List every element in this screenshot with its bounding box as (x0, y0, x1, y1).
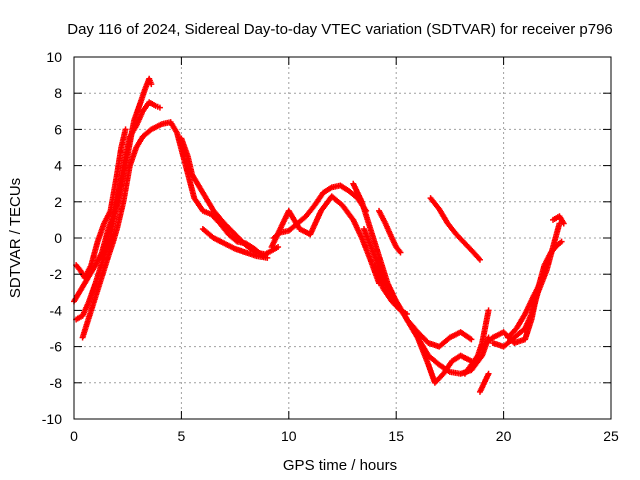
y-tick-label: -4 (50, 302, 63, 318)
y-tick-label: -2 (50, 266, 63, 282)
x-axis-label: GPS time / hours (283, 457, 397, 474)
data-point (485, 307, 492, 314)
y-tick-label: 4 (54, 158, 62, 174)
axis-ticks (73, 56, 612, 420)
y-tick-label: 6 (54, 121, 62, 137)
data-point (468, 336, 475, 343)
series-track-r (489, 220, 563, 350)
series-track-p (476, 370, 492, 395)
grid-lines (74, 57, 611, 419)
data-point-fill (475, 255, 482, 262)
series-track-m (403, 316, 492, 377)
data-point (560, 220, 567, 227)
data-point (275, 244, 282, 251)
y-tick-label: -6 (50, 339, 63, 355)
data-point (148, 81, 155, 88)
data-points (71, 75, 567, 395)
tick-labels: 0 5 10 15 20 25 -10 -8 -6 -4 -2 0 2 4 6 8 10 (42, 49, 619, 444)
series-track-c (73, 99, 163, 323)
y-tick-label: 0 (54, 230, 62, 246)
series-track-e (178, 135, 282, 258)
x-tick-label: 25 (603, 428, 619, 444)
series-track-n (427, 195, 483, 263)
data-point (476, 256, 483, 263)
y-tick-label: 10 (46, 49, 62, 65)
x-tick-label: 20 (496, 428, 512, 444)
y-tick-label: -8 (50, 375, 63, 391)
x-tick-label: 10 (281, 428, 297, 444)
series-track-s (504, 280, 544, 341)
data-point (403, 311, 410, 318)
y-axis-label: SDTVAR / TECUs (7, 178, 24, 298)
data-point (156, 104, 163, 111)
y-tick-label: 2 (54, 194, 62, 210)
y-tick-label: -10 (42, 411, 62, 427)
data-point (537, 280, 544, 287)
series-track-f (199, 225, 271, 261)
data-point (397, 249, 404, 256)
series-track-o (461, 307, 492, 377)
data-point (264, 254, 271, 261)
data-point (558, 238, 565, 245)
series-track-l (376, 207, 404, 256)
series-track-d (73, 126, 129, 281)
x-tick-label: 5 (178, 428, 186, 444)
series-track-k (371, 262, 410, 318)
data-point (122, 126, 129, 133)
x-tick-label: 15 (388, 428, 404, 444)
chart-title: Day 116 of 2024, Sidereal Day-to-day VTE… (67, 21, 613, 38)
y-tick-label: 8 (54, 85, 62, 101)
series-track-t (550, 213, 567, 227)
data-point (485, 370, 492, 377)
x-tick-label: 0 (70, 428, 78, 444)
series-track-h (268, 193, 383, 287)
